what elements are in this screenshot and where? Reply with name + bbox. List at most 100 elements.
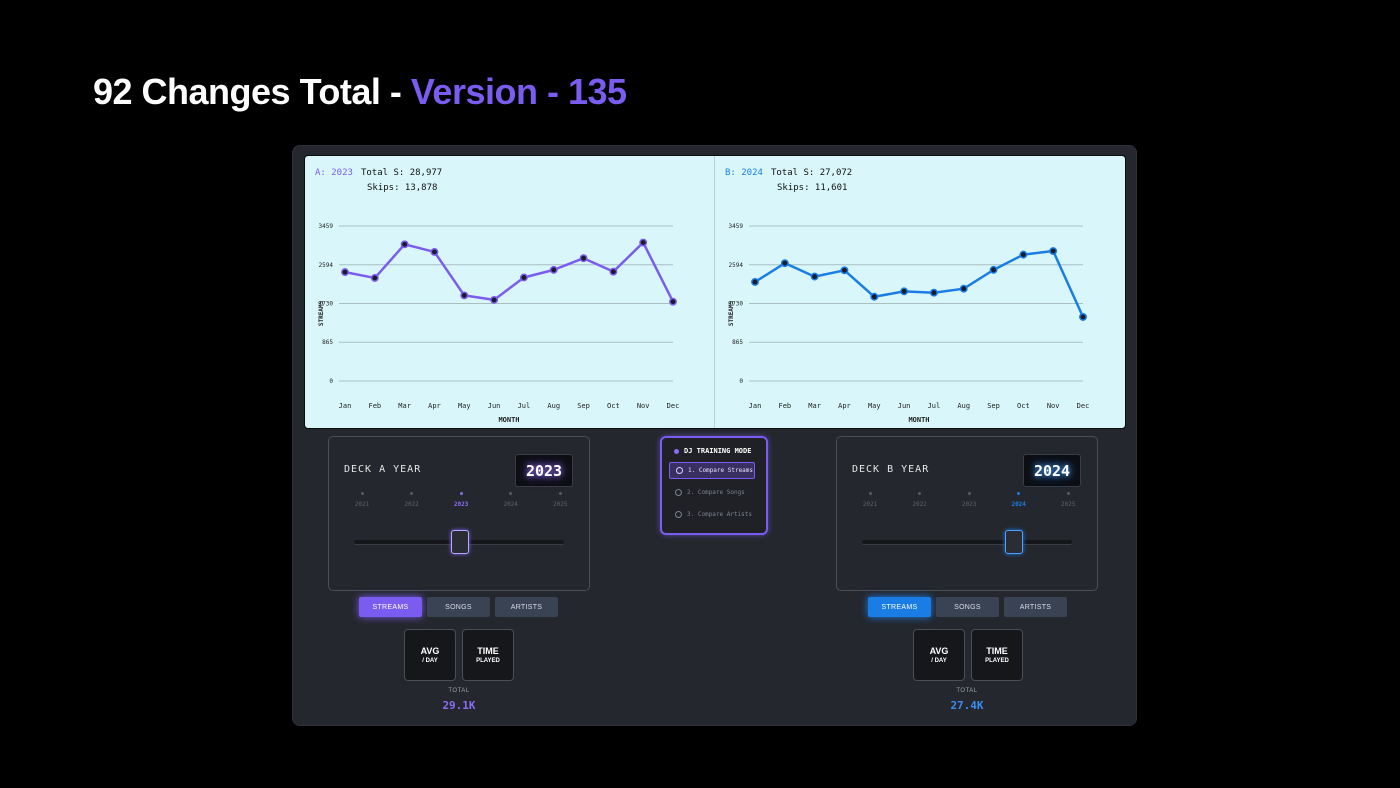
mode-button-artists[interactable]: ARTISTS [1004, 597, 1067, 617]
year-tick-label: 2022 [912, 501, 927, 508]
x-tick-label: Jan [339, 402, 352, 410]
year-tick-2023[interactable]: 2023 [441, 492, 481, 508]
training-option-2[interactable]: 2. Compare Songs [669, 484, 755, 501]
y-tick-label: 0 [329, 378, 333, 385]
chart-panel-a: 0 865 1730 2594 3459 Jan Feb Mar Apr May Jun Jul Aug… [305, 156, 714, 428]
y-tick-label: 0 [739, 378, 743, 385]
training-header: DJ TRAINING MODE [674, 447, 751, 455]
data-point-a [430, 247, 439, 256]
year-tick-label: 2021 [862, 501, 878, 508]
deck-a-year-ticks: 2021 2022 2023 2024 2025 [345, 492, 573, 512]
metric-label: AVG [929, 646, 949, 656]
year-tick-2021[interactable]: 2021 [850, 492, 890, 508]
metric-label: TIME [986, 646, 1008, 656]
y-axis-label: STREAMS [728, 300, 735, 326]
training-option-label: 3. Compare Artists [687, 511, 753, 518]
metric-label: TIME [477, 646, 499, 656]
chart-divider [714, 156, 715, 428]
training-option-label: 2. Compare Songs [687, 489, 745, 496]
year-tick-2021[interactable]: 2021 [342, 492, 382, 508]
mode-button-artists[interactable]: ARTISTS [495, 597, 558, 617]
dashboard-panel: 0 865 1730 2594 3459 Jan Feb Mar Apr May Jun Jul Aug… [292, 145, 1137, 726]
metric-label: AVG [420, 646, 440, 656]
mode-button-songs[interactable]: SONGS [427, 597, 490, 617]
year-tick-label: 2025 [1061, 501, 1076, 508]
deck-a-slider-handle[interactable] [451, 530, 469, 554]
year-tick-2024[interactable]: 2024 [491, 492, 531, 508]
year-tick-dot [410, 492, 414, 495]
y-tick-label: 3459 [729, 223, 744, 230]
year-tick-dot [1017, 492, 1021, 495]
year-tick-dot [509, 492, 513, 495]
x-tick-label: Feb [778, 402, 791, 410]
year-tick-dot [918, 492, 922, 495]
deck-a-year-display: 2023 [515, 454, 573, 487]
x-tick-label: Dec [667, 402, 680, 410]
x-tick-label: Aug [547, 402, 560, 410]
x-tick-label: Apr [838, 402, 851, 410]
year-tick-label: 2024 [1011, 501, 1026, 508]
data-point-a [639, 238, 648, 247]
year-tick-2025[interactable]: 2025 [1048, 492, 1088, 508]
x-tick-label: Jan [749, 402, 762, 410]
year-tick-dot [360, 492, 364, 495]
line-chart-b: 0 865 1730 2594 3459 Jan Feb Mar Apr May Jun Jul Aug… [728, 223, 1089, 424]
deck-b-slider-track[interactable] [862, 540, 1072, 544]
x-tick-label: Mar [398, 402, 411, 410]
series-line-b [754, 249, 1085, 318]
metric-sublabel: PLAYED [476, 658, 500, 664]
data-point-b [840, 266, 849, 275]
x-tick-label: Aug [957, 402, 970, 410]
deck-a-mode-buttons: STREAMS SONGS ARTISTS [359, 597, 558, 617]
line-chart-a: 0 865 1730 2594 3459 Jan Feb Mar Apr May Jun Jul Aug… [318, 223, 680, 424]
mode-button-streams[interactable]: STREAMS [359, 597, 422, 617]
time-played-button[interactable]: TIME PLAYED [462, 629, 514, 681]
year-tick-label: 2021 [354, 501, 370, 508]
year-tick-dot [558, 492, 562, 495]
y-tick-label: 2594 [319, 262, 334, 269]
avg-per-day-button[interactable]: AVG / DAY [913, 629, 965, 681]
year-tick-2022[interactable]: 2022 [392, 492, 432, 508]
mode-button-streams[interactable]: STREAMS [868, 597, 931, 617]
radio-icon [676, 467, 683, 474]
year-tick-label: 2023 [961, 501, 977, 508]
y-tick-label: 2594 [729, 262, 744, 269]
x-tick-label: Nov [637, 402, 650, 410]
year-tick-2024[interactable]: 2024 [999, 492, 1039, 508]
year-tick-2022[interactable]: 2022 [900, 492, 940, 508]
mode-button-songs[interactable]: SONGS [936, 597, 999, 617]
radio-icon [675, 489, 682, 496]
metric-sublabel: / DAY [931, 658, 947, 664]
x-axis-label: MONTH [498, 416, 519, 424]
y-tick-label: 865 [732, 339, 743, 346]
deck-b: DECK B YEAR 2024 2021 2022 2023 2024 2025 [836, 436, 1098, 591]
radio-icon [675, 511, 682, 518]
x-tick-label: Feb [368, 402, 381, 410]
data-point-a [519, 273, 528, 282]
year-tick-label: 2024 [503, 501, 518, 508]
year-tick-2025[interactable]: 2025 [540, 492, 580, 508]
data-point-a [341, 268, 349, 277]
year-tick-dot [459, 492, 463, 495]
x-tick-label: Mar [808, 402, 821, 410]
data-point-a [400, 240, 409, 249]
year-tick-2023[interactable]: 2023 [949, 492, 989, 508]
training-option-3[interactable]: 3. Compare Artists [669, 506, 755, 523]
x-tick-label: Sep [577, 402, 590, 410]
y-tick-label: 1730 [319, 300, 334, 307]
data-point-b [751, 278, 759, 286]
year-tick-dot [967, 492, 971, 495]
deck-a: DECK A YEAR 2023 2021 2022 2023 2024 2025 [328, 436, 590, 591]
data-point-a [579, 254, 588, 263]
deck-b-slider-handle[interactable] [1005, 530, 1024, 554]
training-option-1[interactable]: 1. Compare Streams [669, 462, 755, 479]
y-tick-label: 865 [322, 339, 333, 346]
chart-stats-b: B: 2024 Total S: 27,072 Skips: 11,601 [725, 166, 852, 196]
chart-tag-b: B: 2024 [725, 168, 763, 178]
data-point-b [780, 259, 789, 268]
data-point-b [989, 265, 998, 274]
time-played-button[interactable]: TIME PLAYED [971, 629, 1023, 681]
year-tick-dot [1066, 492, 1070, 495]
x-tick-label: Jun [898, 402, 911, 410]
avg-per-day-button[interactable]: AVG / DAY [404, 629, 456, 681]
